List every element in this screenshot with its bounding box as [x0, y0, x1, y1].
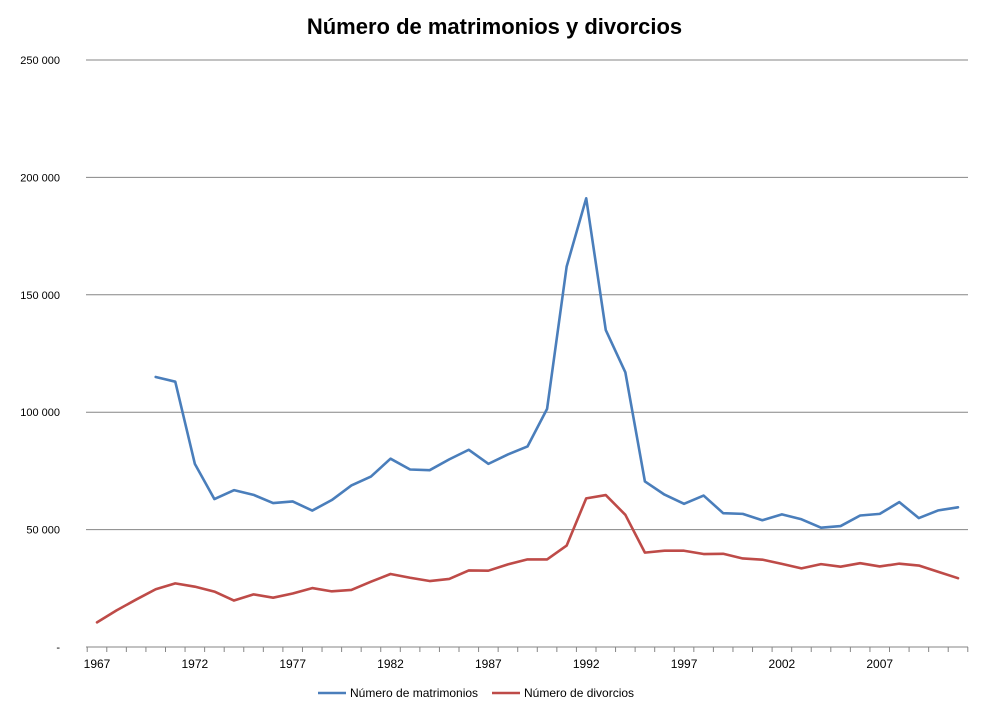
x-tick-label: 1982 [377, 657, 404, 671]
x-tick-label: 2007 [866, 657, 893, 671]
x-tick-label: 1997 [671, 657, 698, 671]
y-tick-label: - [56, 642, 60, 654]
y-tick-label: 100 000 [20, 407, 60, 419]
series-line-divorcios [95, 493, 960, 624]
legend-label: Número de divorcios [524, 686, 634, 700]
legend-label: Número de matrimonios [350, 686, 478, 700]
chart-title: Número de matrimonios y divorcios [306, 14, 683, 39]
x-tick-label: 1977 [279, 657, 306, 671]
x-tick-label: 1987 [475, 657, 502, 671]
x-tick-label: 1967 [84, 657, 111, 671]
x-tick-label: 1972 [181, 657, 208, 671]
y-tick-label: 250 000 [20, 55, 60, 67]
x-tick-label: 1992 [573, 657, 600, 671]
y-tick-label: 50 000 [26, 525, 60, 537]
y-tick-label: 200 000 [20, 172, 60, 184]
series-line-matrimonios [154, 197, 960, 530]
y-tick-label: 150 000 [20, 290, 60, 302]
x-tick-label: 2002 [769, 657, 796, 671]
